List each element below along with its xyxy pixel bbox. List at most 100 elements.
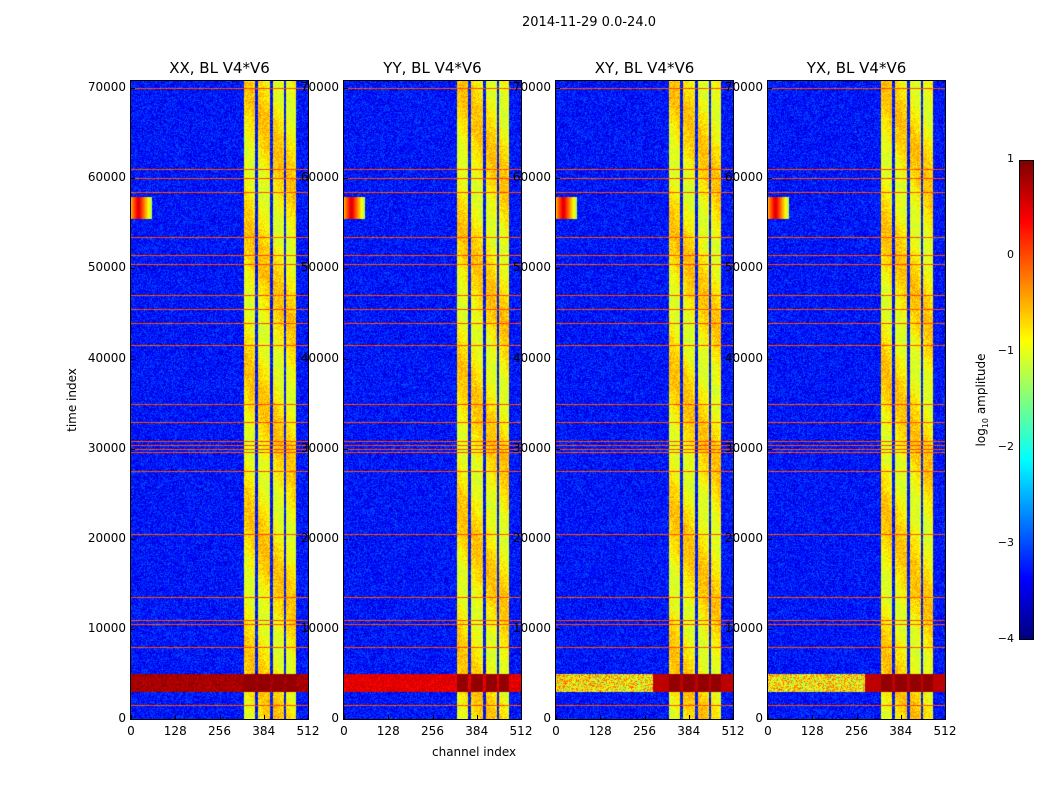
y-tick-label: 10000	[724, 620, 763, 635]
x-tick-label: 256	[421, 724, 444, 738]
colorbar	[1019, 160, 1034, 640]
y-tick-label: 0	[755, 711, 763, 725]
x-tick-label: 128	[163, 724, 187, 738]
y-tick-mark	[131, 538, 135, 540]
heatmap-image	[768, 81, 945, 719]
y-tick-label: 30000	[87, 440, 126, 455]
y-tick-mark	[556, 538, 560, 540]
heatmap-image	[344, 81, 521, 719]
y-tick-mark	[344, 268, 348, 270]
colorbar-label: log10 amplitude	[974, 354, 990, 447]
figure-title: 2014-11-29 0.0-24.0	[522, 15, 656, 30]
heatmap-image	[556, 81, 733, 719]
y-tick-label: 30000	[512, 440, 551, 455]
y-tick-mark	[344, 358, 348, 360]
y-tick-mark	[556, 628, 560, 630]
y-tick-label: 20000	[724, 530, 763, 545]
y-tick-mark	[556, 178, 560, 180]
colorbar-label-rest: amplitude	[973, 353, 988, 418]
x-tick-mark	[131, 715, 132, 719]
y-tick-mark	[768, 538, 772, 540]
x-tick-label: 128	[800, 724, 824, 738]
x-tick-label: 512	[721, 724, 745, 738]
x-tick-mark	[308, 715, 309, 719]
y-tick-mark	[768, 268, 772, 270]
x-tick-label: 256	[633, 724, 656, 738]
y-tick-label: 10000	[300, 620, 339, 635]
y-tick-mark	[344, 178, 348, 180]
y-tick-mark	[344, 719, 348, 720]
y-tick-label: 70000	[300, 80, 339, 95]
x-tick-mark	[644, 715, 646, 719]
y-tick-mark	[768, 358, 772, 360]
x-tick-mark	[432, 715, 434, 719]
y-tick-label: 20000	[300, 530, 339, 545]
y-tick-label: 30000	[724, 440, 763, 455]
x-tick-mark	[945, 715, 946, 719]
x-tick-mark	[812, 715, 814, 719]
x-tick-label: 256	[208, 724, 231, 738]
y-tick-mark	[344, 88, 348, 90]
x-tick-mark	[900, 715, 902, 719]
colorbar-label-sub: 10	[981, 417, 991, 429]
y-tick-mark	[131, 88, 135, 90]
x-tick-label: 384	[677, 724, 701, 738]
y-tick-mark	[768, 88, 772, 90]
x-tick-label: 256	[845, 724, 868, 738]
y-tick-label: 70000	[724, 80, 763, 95]
x-tick-mark	[476, 715, 478, 719]
y-tick-mark	[131, 448, 135, 450]
heatmap-panel	[555, 80, 734, 720]
panel-title: XY, BL V4*V6	[594, 59, 695, 77]
y-tick-label: 70000	[512, 80, 551, 95]
x-tick-label: 384	[889, 724, 913, 738]
panel-title: XX, BL V4*V6	[169, 59, 270, 77]
heatmap-panel	[767, 80, 946, 720]
y-tick-label: 20000	[87, 530, 126, 545]
x-tick-mark	[344, 715, 345, 719]
y-tick-mark	[556, 88, 560, 90]
x-tick-label: 384	[465, 724, 489, 738]
x-tick-mark	[219, 715, 221, 719]
y-tick-label: 40000	[87, 350, 126, 365]
y-tick-mark	[131, 178, 135, 180]
y-tick-label: 50000	[300, 260, 339, 275]
x-tick-label: 0	[552, 724, 560, 738]
x-tick-label: 128	[376, 724, 400, 738]
x-tick-mark	[768, 715, 769, 719]
heatmap-image	[131, 81, 308, 719]
y-tick-label: 60000	[512, 170, 551, 185]
y-tick-mark	[768, 448, 772, 450]
y-tick-mark	[131, 358, 135, 360]
y-tick-mark	[556, 448, 560, 450]
y-tick-label: 10000	[512, 620, 551, 635]
x-tick-label: 512	[509, 724, 533, 738]
heatmap-panel	[343, 80, 522, 720]
y-tick-mark	[344, 628, 348, 630]
colorbar-tick-label: 0	[1007, 248, 1014, 261]
colorbar-tick-label: −1	[997, 344, 1014, 357]
x-tick-mark	[556, 715, 557, 719]
x-tick-label: 0	[127, 724, 135, 738]
y-tick-label: 40000	[300, 350, 339, 365]
y-tick-mark	[768, 178, 772, 180]
y-tick-label: 50000	[512, 260, 551, 275]
y-tick-label: 20000	[512, 530, 551, 545]
colorbar-tick-label: −2	[997, 440, 1014, 453]
colorbar-tick-label: −3	[997, 536, 1014, 549]
x-tick-label: 0	[340, 724, 348, 738]
y-tick-mark	[131, 628, 135, 630]
y-tick-mark	[344, 448, 348, 450]
y-tick-label: 40000	[512, 350, 551, 365]
x-tick-mark	[600, 715, 602, 719]
x-tick-label: 512	[933, 724, 957, 738]
colorbar-tick-label: −4	[997, 632, 1014, 645]
colorbar-label-base: log	[973, 428, 988, 447]
y-tick-label: 60000	[87, 170, 126, 185]
y-tick-label: 50000	[87, 260, 126, 275]
y-tick-label: 50000	[724, 260, 763, 275]
y-tick-label: 70000	[87, 80, 126, 95]
heatmap-panel	[130, 80, 309, 720]
y-tick-label: 60000	[724, 170, 763, 185]
